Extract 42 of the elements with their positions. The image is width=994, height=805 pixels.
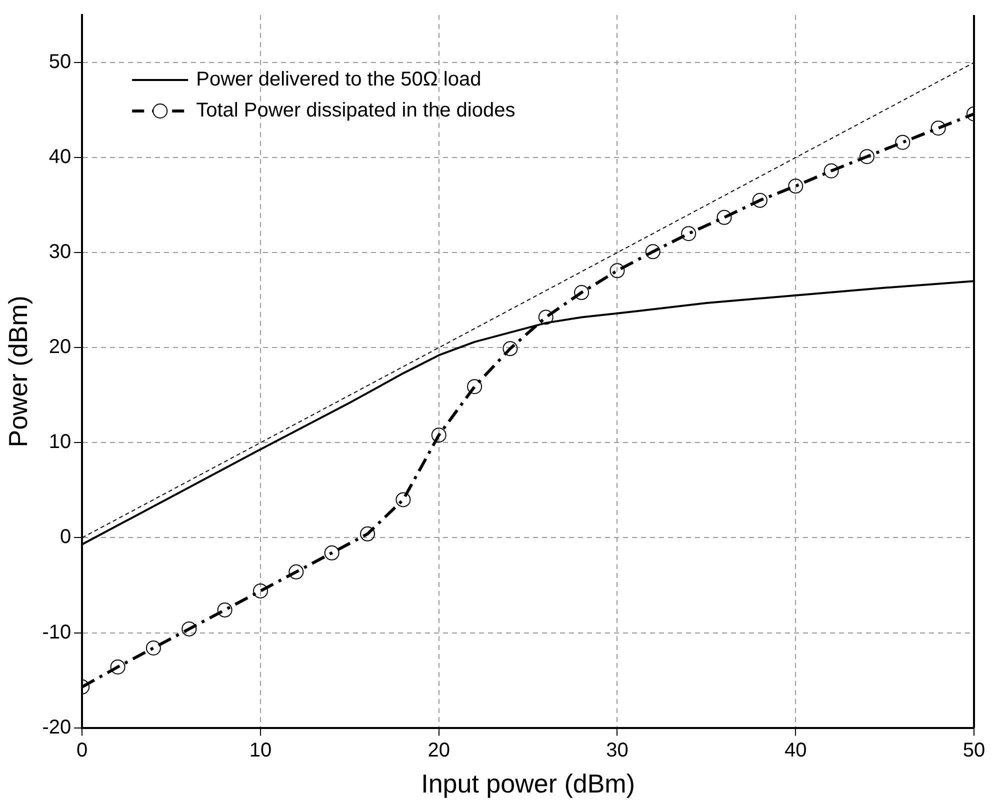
point xyxy=(895,134,910,150)
point xyxy=(217,602,232,618)
point xyxy=(788,178,804,194)
y-tick-label: 50 xyxy=(48,51,72,74)
point xyxy=(360,526,376,542)
point xyxy=(610,263,625,278)
point xyxy=(681,226,696,242)
legend-label: Power delivered to the 50Ω load xyxy=(196,68,482,91)
y-tick-label: 0 xyxy=(60,526,72,548)
y-axis-title: Power (dBm) xyxy=(2,296,33,448)
x-tick-label: 40 xyxy=(784,739,807,762)
point xyxy=(574,285,590,300)
point xyxy=(752,192,768,208)
point xyxy=(824,163,839,178)
x-axis-title: Input power (dBm) xyxy=(421,768,635,799)
y-tick-label: 20 xyxy=(48,336,72,358)
x-tick-label: 30 xyxy=(606,739,628,762)
point xyxy=(431,428,446,443)
x-tick-label: 20 xyxy=(428,739,450,762)
point xyxy=(716,210,732,225)
y-tick-label: -20 xyxy=(42,716,72,738)
y-tick-label: 10 xyxy=(48,431,72,454)
point xyxy=(859,149,874,164)
point xyxy=(252,583,268,598)
point xyxy=(502,341,518,356)
point xyxy=(146,640,161,656)
y-tick-label: 40 xyxy=(48,146,72,168)
point xyxy=(324,545,340,560)
x-tick-label: 0 xyxy=(76,739,88,762)
x-tick-label: 50 xyxy=(962,739,986,762)
x-tick-label: 10 xyxy=(249,739,272,762)
y-tick-label: -10 xyxy=(42,621,72,644)
point xyxy=(182,621,197,636)
point xyxy=(645,244,660,260)
y-tick-label: 30 xyxy=(48,241,72,264)
point xyxy=(110,659,126,674)
point xyxy=(467,379,482,394)
point xyxy=(288,564,304,580)
point xyxy=(538,310,554,325)
point xyxy=(930,120,946,136)
point xyxy=(396,492,411,508)
legend-label: Total Power dissipated in the diodes xyxy=(196,100,516,122)
